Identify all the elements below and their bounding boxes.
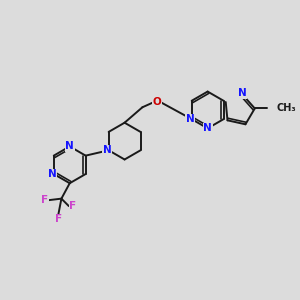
Text: CH₃: CH₃: [277, 103, 296, 113]
Text: N: N: [186, 114, 195, 124]
Text: F: F: [55, 214, 62, 224]
Text: F: F: [41, 195, 48, 205]
Text: N: N: [238, 88, 247, 98]
Text: F: F: [69, 201, 76, 211]
Text: N: N: [103, 145, 112, 155]
Text: N: N: [48, 169, 57, 179]
Text: N: N: [203, 123, 212, 133]
Text: N: N: [65, 141, 74, 152]
Text: O: O: [153, 97, 162, 107]
